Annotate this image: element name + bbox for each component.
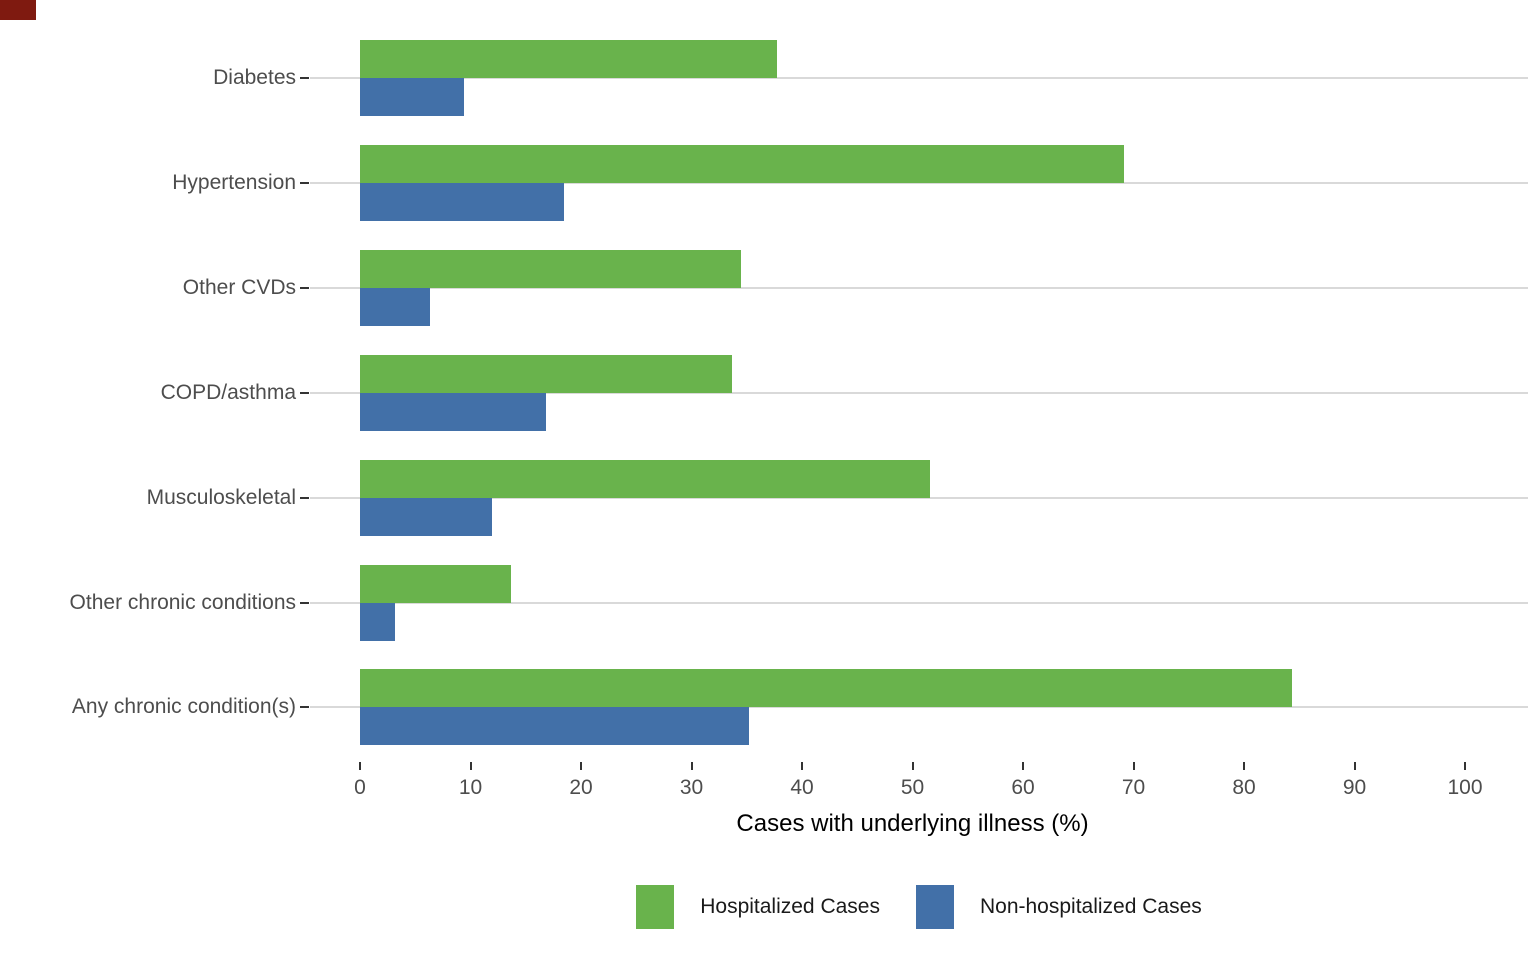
bar-non-hospitalized xyxy=(360,287,430,326)
bar-non-hospitalized xyxy=(360,602,396,641)
bar-hospitalized xyxy=(360,249,742,288)
legend-label-hospitalized: Hospitalized Cases xyxy=(700,895,880,918)
x-axis-tick-label: 90 xyxy=(1342,776,1367,799)
category-tick xyxy=(300,286,309,289)
category-gridline xyxy=(310,181,1528,184)
legend-item-non-hospitalized: Non-hospitalized Cases xyxy=(915,885,1202,929)
category-gridline xyxy=(310,706,1528,709)
x-axis-tick-label: 80 xyxy=(1232,776,1256,799)
category-tick xyxy=(300,496,309,499)
x-axis-tick xyxy=(1243,762,1245,770)
category-tick xyxy=(300,601,309,604)
category-gridline xyxy=(310,391,1528,394)
bar-hospitalized xyxy=(360,669,1292,708)
x-axis-tick-label: 40 xyxy=(790,776,814,799)
legend-item-hospitalized: Hospitalized Cases xyxy=(636,885,880,929)
x-axis-tick-label: 100 xyxy=(1447,776,1483,799)
x-axis-tick xyxy=(469,762,472,770)
bar-non-hospitalized xyxy=(360,497,492,536)
x-axis-tick xyxy=(801,762,803,770)
x-axis-tick-label: 50 xyxy=(900,776,925,799)
legend: Hospitalized Cases Non-hospitalized Case… xyxy=(310,884,1528,930)
screenshot-artifact xyxy=(0,0,36,20)
x-axis-tick-label: 0 xyxy=(354,776,366,799)
x-axis-tick xyxy=(1464,762,1466,770)
bar-non-hospitalized xyxy=(360,182,565,221)
x-axis-tick-label: 30 xyxy=(679,776,704,799)
bar-hospitalized xyxy=(360,459,931,498)
bar-hospitalized xyxy=(360,354,733,393)
category-gridline xyxy=(310,496,1528,499)
category-tick xyxy=(300,391,309,394)
category-tick xyxy=(300,181,309,184)
x-axis-tick xyxy=(911,762,914,770)
x-axis-tick-label: 10 xyxy=(458,776,483,799)
bar-non-hospitalized xyxy=(360,78,464,116)
x-axis-tick-label: 20 xyxy=(569,776,593,799)
x-axis-tick xyxy=(1022,762,1024,770)
bar-non-hospitalized xyxy=(360,392,546,431)
x-axis-tick xyxy=(1132,762,1135,770)
x-axis-tick xyxy=(1353,762,1356,770)
category-label: Hypertension xyxy=(172,170,296,194)
category-label: Musculoskeletal xyxy=(146,485,296,509)
category-tick xyxy=(300,706,309,709)
x-axis-tick-label: 60 xyxy=(1011,776,1035,799)
x-axis-tick-label: 70 xyxy=(1121,776,1146,799)
x-axis-title: Cases with underlying illness (%) xyxy=(736,810,1089,837)
x-axis-tick xyxy=(359,762,361,770)
legend-swatch-hospitalized xyxy=(636,885,675,929)
bar-hospitalized xyxy=(360,144,1124,183)
plot-area xyxy=(310,10,1528,760)
legend-label-non-hospitalized: Non-hospitalized Cases xyxy=(979,895,1202,918)
bar-hospitalized xyxy=(360,564,512,603)
category-label: Diabetes xyxy=(213,66,296,89)
x-axis-tick xyxy=(580,762,582,770)
x-axis-tick xyxy=(690,762,693,770)
category-gridline xyxy=(310,77,1528,79)
category-label: Any chronic condition(s) xyxy=(71,695,296,719)
category-gridline xyxy=(310,601,1528,604)
category-tick xyxy=(300,77,309,79)
category-label: Other CVDs xyxy=(182,275,296,299)
bar-hospitalized xyxy=(360,40,777,78)
legend-swatch-non-hospitalized xyxy=(915,885,954,929)
category-gridline xyxy=(310,286,1528,289)
bar-non-hospitalized xyxy=(360,707,749,746)
category-label: COPD/asthma xyxy=(160,380,296,404)
category-label: Other chronic conditions xyxy=(69,590,296,614)
